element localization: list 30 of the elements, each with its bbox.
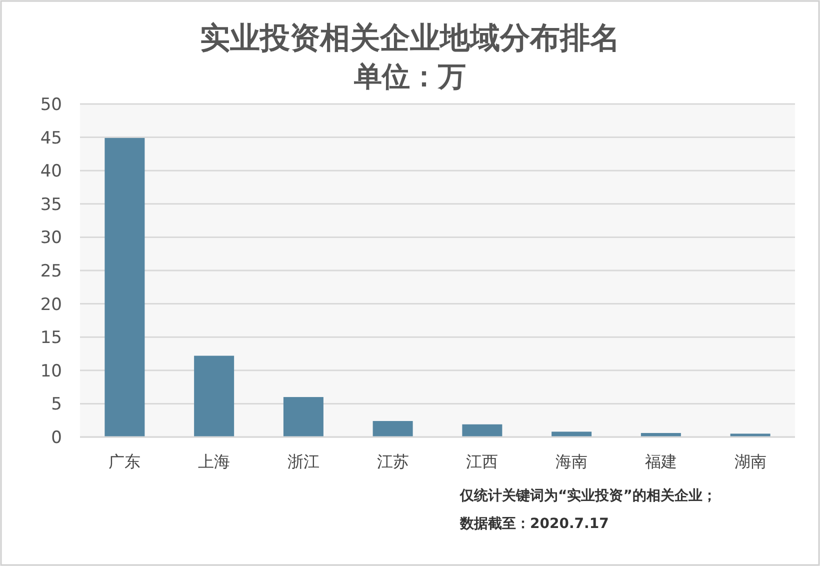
- x-tick-label: 江西: [466, 452, 498, 471]
- bar: [104, 138, 145, 437]
- x-tick-label: 福建: [644, 452, 677, 471]
- text: 数据截至：2020.7.17: [459, 516, 609, 532]
- y-tick-label: 30: [40, 228, 62, 248]
- text: 仅统计关键词为“实业投资”的相关企业；: [459, 487, 716, 504]
- bar: [194, 356, 234, 437]
- y-tick-label: 45: [40, 128, 62, 148]
- y-tick-label: 10: [40, 361, 62, 382]
- chart-subtitle: 单位：万: [353, 60, 466, 93]
- x-tick-label: 湖南: [734, 452, 766, 471]
- y-tick-label: 0: [51, 428, 62, 448]
- x-tick-label: 浙江: [287, 452, 320, 471]
- y-tick-label: 20: [40, 294, 62, 315]
- y-tick-label: 35: [40, 194, 62, 215]
- y-tick-label: 25: [40, 262, 62, 282]
- y-tick-label: 5: [51, 394, 62, 415]
- bar: [372, 421, 413, 437]
- bar: [283, 397, 324, 437]
- bar: [730, 434, 770, 437]
- bar: [462, 424, 502, 437]
- x-tick-label: 广东: [108, 452, 141, 471]
- x-tick-label: 上海: [198, 452, 230, 471]
- y-tick-label: 40: [40, 162, 62, 182]
- x-tick-label: 江苏: [376, 452, 409, 471]
- bar: [552, 432, 592, 437]
- y-tick-label: 15: [40, 328, 62, 348]
- y-tick-label: 50: [40, 95, 62, 115]
- x-tick-label: 海南: [556, 452, 588, 471]
- chart-title: 实业投资相关企业地域分布排名: [200, 21, 620, 56]
